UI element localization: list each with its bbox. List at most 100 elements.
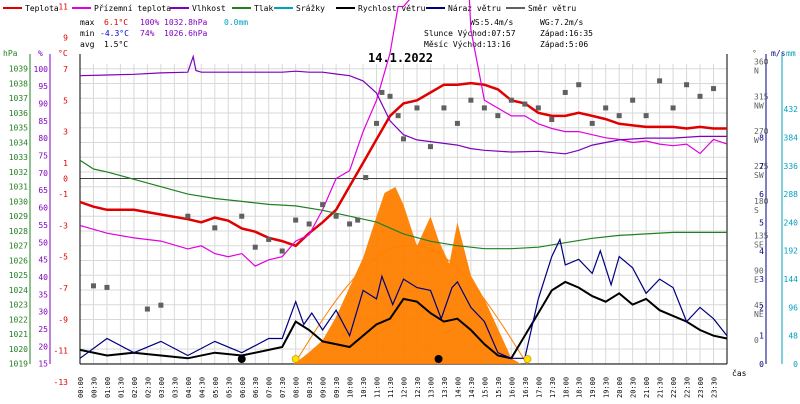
tick-label-pct: 30 — [38, 308, 48, 317]
tick-label-hpa: 1019 — [9, 360, 28, 369]
tick-label-hpa: 1027 — [9, 242, 28, 251]
series-point-sm-r-v-tru — [395, 113, 401, 119]
tick-label-time: 04:00 — [185, 377, 193, 398]
tick-label-hpa: 1022 — [9, 315, 28, 324]
tick-label-time: 09:00 — [320, 377, 328, 398]
tick-label-time: 13:30 — [441, 377, 449, 398]
solar-layer — [293, 187, 528, 365]
tick-label-hpa: 1034 — [9, 138, 28, 147]
tick-label-time: 23:00 — [697, 377, 705, 398]
series-point-sm-r-v-tru — [104, 284, 110, 290]
tick-label-time: 13:00 — [427, 377, 435, 398]
stats-avg-label: avg — [80, 40, 95, 49]
axis-unit-deg: ° — [752, 49, 757, 58]
tick-label-mm: 96 — [788, 303, 798, 312]
tick-label-direction: 135 — [754, 232, 769, 241]
stats-moon-rise: Měsíc Východ:13:16 — [424, 40, 511, 49]
series-line-tlak — [79, 159, 727, 250]
tick-label-time: 18:00 — [562, 377, 570, 398]
tick-label-pct: 50 — [38, 238, 48, 247]
series-point-sm-r-v-tru — [603, 105, 609, 111]
tick-label-hpa: 1030 — [9, 197, 28, 206]
tick-label-direction: 45 — [754, 301, 764, 310]
legend-label-smer-vetru: Směr větru — [528, 4, 576, 13]
tick-label-hpa: 1029 — [9, 212, 28, 221]
tick-label-hpa: 1037 — [9, 94, 28, 103]
series-point-sm-r-v-tru — [293, 217, 299, 223]
tick-label-time: 21:30 — [657, 377, 665, 398]
series-point-sm-r-v-tru — [711, 86, 717, 92]
tick-label-ms: 3 — [759, 275, 764, 284]
series-point-sm-r-v-tru — [279, 248, 285, 254]
tick-label-direction: 90 — [754, 266, 764, 275]
tick-label-ms: 5 — [759, 219, 764, 228]
tick-label-direction: 315 — [754, 92, 769, 101]
tick-label-direction: 225 — [754, 162, 769, 171]
series-point-sm-r-v-tru — [414, 105, 420, 111]
stats-max-hum: 100% — [140, 18, 159, 27]
tick-label-time: 04:30 — [198, 377, 206, 398]
series-point-sm-r-v-tru — [549, 117, 555, 123]
axis-unit-hpa: hPa — [3, 49, 18, 58]
sun-marker — [291, 355, 300, 363]
tick-label-time: 15:00 — [481, 377, 489, 398]
tick-label-time: 17:30 — [549, 377, 557, 398]
tick-label-time: 22:00 — [670, 377, 678, 398]
tick-label-compass: S — [754, 206, 759, 215]
tick-label-degc: -13 — [54, 378, 69, 387]
tick-label-time: 06:30 — [252, 377, 260, 398]
sun-marker — [523, 355, 532, 363]
tick-label-degc: -3 — [58, 221, 68, 230]
tick-label-pct: 55 — [38, 221, 48, 230]
tick-label-time: 11:00 — [374, 377, 382, 398]
tick-label-mm: 336 — [784, 162, 799, 171]
series-point-sm-r-v-tru — [508, 97, 514, 103]
tick-label-hpa: 1026 — [9, 256, 28, 265]
tick-label-time: 23:30 — [711, 377, 719, 398]
series-layer — [79, 0, 728, 360]
tick-label-pct: 75 — [38, 152, 48, 161]
tick-label-time: 08:30 — [306, 377, 314, 398]
legend-label-prizemni-teplota: Přízemní teplota — [94, 4, 171, 13]
legend-label-vlhkost: Vlhkost — [192, 4, 226, 13]
tick-label-pct: 35 — [38, 290, 48, 299]
tick-label-mm: 384 — [784, 133, 799, 142]
tick-label-hpa: 1036 — [9, 109, 28, 118]
series-point-sm-r-v-tru — [468, 97, 474, 103]
series-point-sm-r-v-tru — [454, 120, 460, 126]
series-point-sm-r-v-tru — [670, 105, 676, 111]
tick-label-direction: 180 — [754, 197, 769, 206]
stats-min-label: min — [80, 29, 95, 38]
series-point-sm-r-v-tru — [387, 93, 393, 99]
tick-label-time: 00:00 — [77, 377, 85, 398]
tick-label-direction: 360 — [754, 58, 769, 67]
tick-label-hpa: 1025 — [9, 271, 28, 280]
stats-block: max 6.1°C 100% 1032.8hPa 0.0mm min -4.3°… — [80, 18, 593, 49]
stats-sun-rise: Slunce Východ:07:57 — [424, 29, 516, 38]
tick-label-mm: 48 — [788, 332, 798, 341]
series-point-sm-r-v-tru — [643, 113, 649, 119]
tick-label-time: 05:00 — [212, 377, 220, 398]
tick-label-time: 18:30 — [576, 377, 584, 398]
tick-label-time: 20:30 — [630, 377, 638, 398]
tick-label-ms: 0 — [759, 360, 764, 369]
tick-label-time: 19:30 — [603, 377, 611, 398]
series-point-sm-r-v-tru — [185, 213, 191, 219]
stats-max-press: 1032.8hPa — [164, 18, 208, 27]
tick-label-ms: 1 — [759, 332, 764, 341]
tick-label-ms: 2 — [759, 303, 764, 312]
series-line-vlhkost — [79, 54, 727, 155]
tick-label-ms: 7 — [759, 162, 764, 171]
series-point-sm-r-v-tru — [158, 302, 164, 308]
series-point-sm-r-v-tru — [657, 78, 663, 84]
series-point-sm-r-v-tru — [684, 82, 690, 88]
series-point-sm-r-v-tru — [495, 113, 501, 119]
tick-label-time: 20:00 — [616, 377, 624, 398]
tick-label-compass: W — [754, 136, 759, 145]
moon-marker — [434, 355, 443, 363]
tick-label-hpa: 1039 — [9, 65, 28, 74]
tick-label-time: 01:30 — [117, 377, 125, 398]
tick-label-pct: 65 — [38, 186, 48, 195]
solar-radiation-area — [294, 187, 521, 364]
